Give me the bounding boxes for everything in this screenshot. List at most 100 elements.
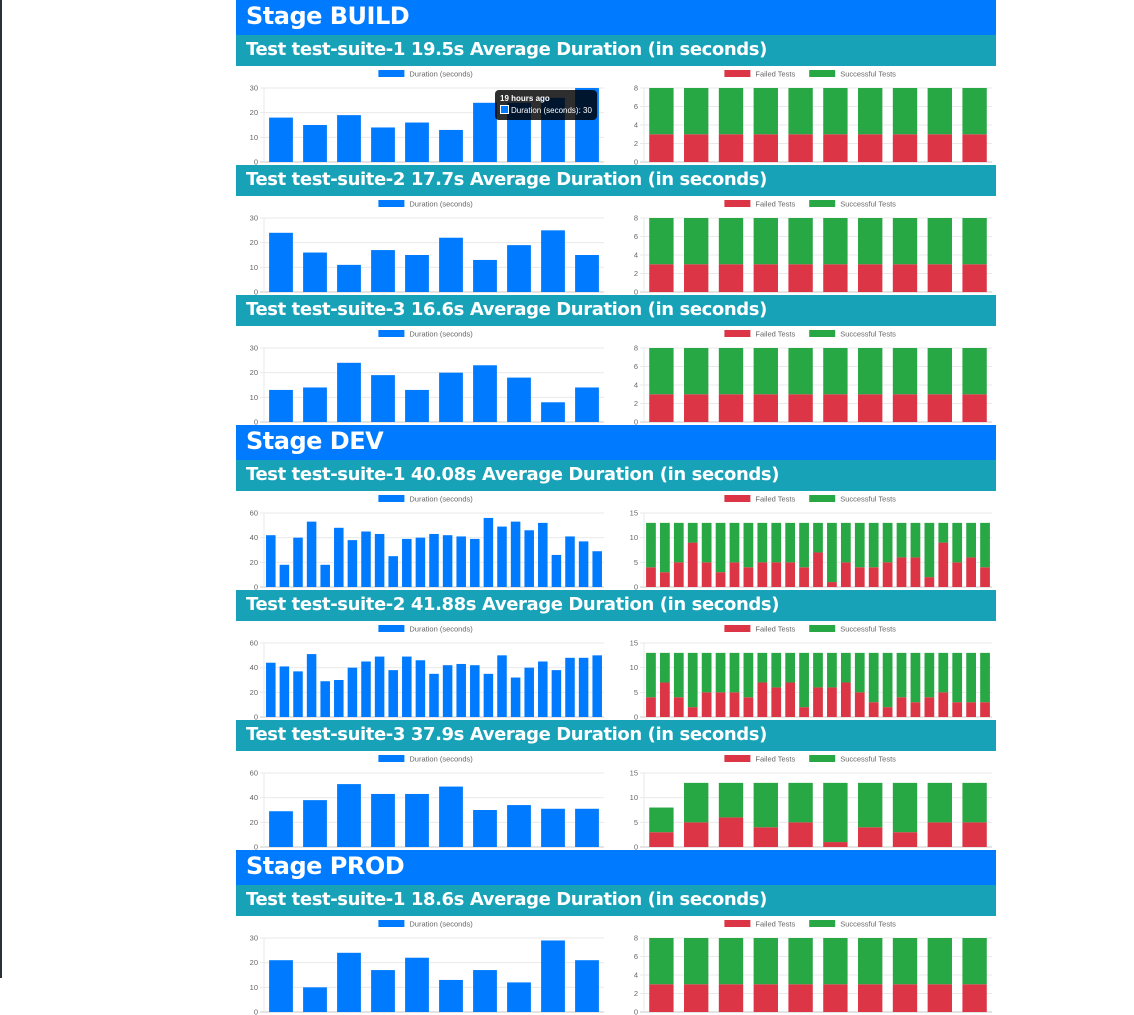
legend-swatch[interactable] (378, 200, 404, 207)
successful-tests-bar[interactable] (754, 783, 778, 827)
duration-bar[interactable] (511, 678, 521, 717)
duration-bar[interactable] (511, 522, 521, 587)
duration-bar[interactable] (439, 373, 463, 422)
duration-bar[interactable] (484, 518, 494, 587)
successful-tests-bar[interactable] (754, 348, 778, 394)
successful-tests-bar[interactable] (858, 938, 882, 984)
failed-tests-bar[interactable] (785, 682, 795, 717)
failed-tests-bar[interactable] (924, 577, 934, 587)
failed-tests-bar[interactable] (684, 134, 708, 162)
successful-tests-bar[interactable] (813, 523, 823, 553)
legend-swatch[interactable] (724, 625, 750, 632)
successful-tests-bar[interactable] (719, 88, 743, 134)
successful-tests-bar[interactable] (938, 653, 948, 692)
legend-swatch[interactable] (724, 495, 750, 502)
successful-tests-bar[interactable] (823, 348, 847, 394)
duration-bar[interactable] (473, 365, 497, 422)
duration-bar[interactable] (334, 528, 344, 587)
failed-tests-bar[interactable] (716, 692, 726, 717)
failed-tests-bar[interactable] (962, 822, 986, 847)
failed-tests-bar[interactable] (883, 562, 893, 587)
duration-bar[interactable] (361, 662, 371, 718)
failed-tests-bar[interactable] (858, 264, 882, 292)
legend-swatch[interactable] (378, 755, 404, 762)
successful-tests-bar[interactable] (858, 218, 882, 264)
duration-bar[interactable] (439, 238, 463, 292)
successful-tests-bar[interactable] (962, 348, 986, 394)
duration-bar[interactable] (269, 390, 293, 422)
successful-tests-bar[interactable] (952, 523, 962, 562)
successful-tests-bar[interactable] (754, 88, 778, 134)
failed-tests-bar[interactable] (788, 822, 812, 847)
duration-bar[interactable] (303, 387, 327, 422)
failed-tests-bar[interactable] (893, 134, 917, 162)
successful-tests-bar[interactable] (771, 653, 781, 688)
successful-tests-bar[interactable] (684, 88, 708, 134)
duration-bar[interactable] (348, 668, 358, 717)
failed-tests-bar[interactable] (855, 692, 865, 717)
failed-tests-bar[interactable] (744, 697, 754, 717)
successful-tests-bar[interactable] (660, 523, 670, 572)
failed-tests-bar[interactable] (858, 827, 882, 847)
duration-bar[interactable] (269, 118, 293, 162)
duration-bar[interactable] (371, 794, 395, 847)
successful-tests-bar[interactable] (730, 523, 740, 562)
successful-tests-bar[interactable] (719, 348, 743, 394)
duration-bar[interactable] (538, 523, 548, 587)
duration-bar[interactable] (405, 390, 429, 422)
failed-tests-bar[interactable] (719, 394, 743, 422)
failed-tests-bar[interactable] (771, 687, 781, 717)
legend-swatch[interactable] (809, 920, 835, 927)
successful-tests-bar[interactable] (962, 218, 986, 264)
duration-bar[interactable] (429, 674, 439, 717)
duration-bar[interactable] (320, 565, 330, 587)
failed-tests-bar[interactable] (858, 394, 882, 422)
duration-bar[interactable] (269, 233, 293, 292)
successful-tests-bar[interactable] (962, 88, 986, 134)
successful-tests-bar[interactable] (684, 783, 708, 822)
duration-bar[interactable] (337, 265, 361, 292)
duration-bar[interactable] (507, 805, 531, 847)
successful-tests-bar[interactable] (980, 653, 990, 702)
duration-bar[interactable] (541, 940, 565, 1012)
failed-tests-bar[interactable] (719, 817, 743, 847)
failed-tests-bar[interactable] (928, 822, 952, 847)
legend-swatch[interactable] (378, 70, 404, 77)
duration-bar[interactable] (337, 115, 361, 162)
duration-bar[interactable] (266, 663, 276, 717)
duration-bar[interactable] (507, 378, 531, 422)
duration-bar[interactable] (473, 260, 497, 292)
failed-tests-bar[interactable] (660, 572, 670, 587)
successful-tests-bar[interactable] (911, 653, 921, 702)
duration-bar[interactable] (402, 539, 412, 587)
duration-bar[interactable] (456, 536, 466, 587)
failed-tests-bar[interactable] (754, 264, 778, 292)
failed-tests-bar[interactable] (897, 557, 907, 587)
failed-tests-bar[interactable] (813, 552, 823, 587)
legend-swatch[interactable] (724, 70, 750, 77)
duration-bar[interactable] (429, 534, 439, 587)
duration-bar[interactable] (565, 536, 575, 587)
duration-bar[interactable] (405, 255, 429, 292)
duration-bar[interactable] (439, 980, 463, 1012)
duration-bar[interactable] (320, 681, 330, 717)
duration-bar[interactable] (375, 534, 385, 587)
failed-tests-bar[interactable] (966, 557, 976, 587)
legend-swatch[interactable] (724, 755, 750, 762)
successful-tests-bar[interactable] (883, 653, 893, 707)
duration-bar[interactable] (402, 657, 412, 717)
failed-tests-bar[interactable] (893, 984, 917, 1012)
failed-tests-bar[interactable] (980, 702, 990, 717)
duration-bar[interactable] (405, 123, 429, 162)
successful-tests-bar[interactable] (841, 523, 851, 562)
failed-tests-bar[interactable] (962, 394, 986, 422)
successful-tests-bar[interactable] (823, 938, 847, 984)
successful-tests-bar[interactable] (897, 653, 907, 697)
successful-tests-bar[interactable] (646, 653, 656, 697)
failed-tests-bar[interactable] (823, 842, 847, 847)
duration-bar[interactable] (303, 125, 327, 162)
duration-bar[interactable] (371, 970, 395, 1012)
successful-tests-bar[interactable] (928, 218, 952, 264)
